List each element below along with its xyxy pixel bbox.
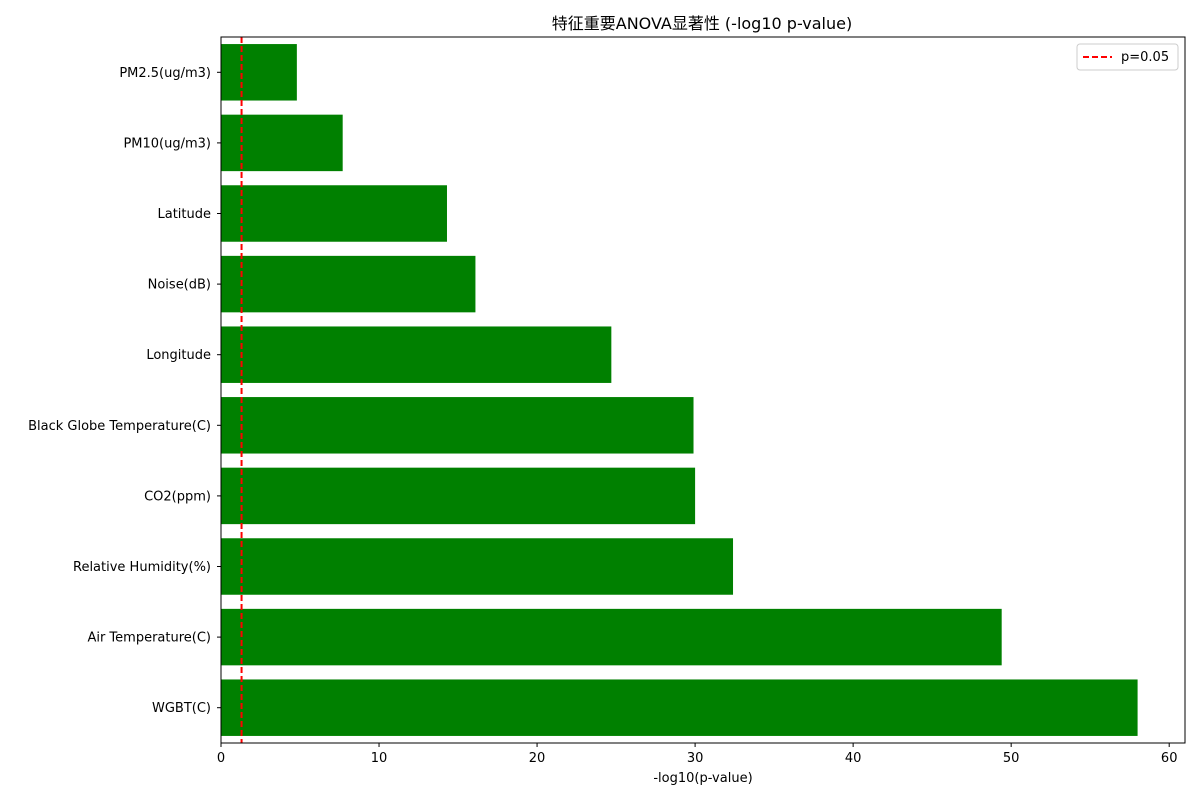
bar-relative-humidity	[221, 538, 734, 595]
y-tick-label-latitude: Latitude	[157, 207, 211, 222]
bar-wgbt-c	[221, 679, 1138, 736]
y-tick-label-relative-humidity: Relative Humidity(%)	[73, 560, 211, 575]
x-axis: 0 10 20 30 40 50 60	[217, 743, 1178, 766]
x-tick-label-30: 30	[687, 751, 704, 766]
legend-label-p005: p=0.05	[1121, 50, 1169, 65]
bar-pm10-ug-m3	[221, 114, 343, 172]
legend: p=0.05	[1076, 43, 1179, 71]
y-tick-label-noise-db: Noise(dB)	[148, 278, 211, 293]
x-axis-title: -log10(p-value)	[653, 771, 752, 786]
x-tick-label-40: 40	[845, 751, 862, 766]
bar-co2-ppm	[221, 467, 696, 525]
y-tick-label-pm2-5-ug-m3: PM2.5(ug/m3)	[119, 66, 211, 81]
y-tick-label-pm10-ug-m3: PM10(ug/m3)	[123, 136, 211, 151]
bar-longitude	[221, 326, 612, 383]
bar-pm2-5-ug-m3	[221, 44, 297, 101]
x-tick-label-60: 60	[1161, 751, 1178, 766]
bar-latitude	[221, 185, 447, 242]
y-tick-label-black-globe-temperature-c: Black Globe Temperature(C)	[28, 419, 211, 434]
y-tick-label-air-temperature-c: Air Temperature(C)	[87, 631, 211, 646]
bar-noise-db	[221, 255, 476, 313]
y-tick-label-longitude: Longitude	[146, 348, 211, 363]
y-tick-label-wgbt-c: WGBT(C)	[152, 701, 211, 716]
plot-frame	[220, 36, 1186, 744]
y-axis: WGBT(C) Air Temperature(C) Relative Humidi…	[28, 66, 221, 716]
x-tick-label-0: 0	[217, 751, 225, 766]
legend-box	[1076, 43, 1179, 71]
y-tick-label-co2-ppm: CO2(ppm)	[144, 489, 211, 504]
bar-black-globe-temperature-c	[221, 397, 694, 454]
x-tick-label-20: 20	[529, 751, 546, 766]
bars-group	[221, 44, 1138, 736]
x-tick-label-50: 50	[1003, 751, 1020, 766]
chart-title: 特征重要ANOVA显著性 (-log10 p-value)	[552, 14, 852, 33]
x-tick-label-10: 10	[371, 751, 388, 766]
bar-air-temperature-c	[221, 608, 1002, 666]
